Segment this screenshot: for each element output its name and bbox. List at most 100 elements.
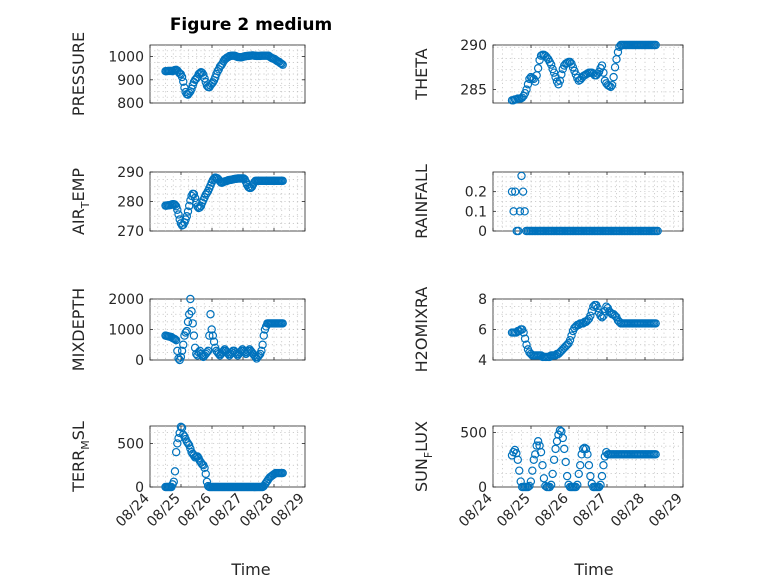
subplot-mixdepth: 0 1000 2000 MIXDEPTH (69, 288, 306, 371)
data-point (539, 474, 549, 483)
data-point (186, 294, 195, 304)
data-point (560, 444, 569, 454)
y-axis-label-sub: F (422, 452, 435, 458)
y-tick-label: 900 (117, 73, 144, 89)
data-point (181, 328, 190, 337)
y-tick-label: 6 (478, 323, 487, 339)
y-axis-label-main: SUN (412, 458, 431, 492)
data-point (545, 482, 554, 492)
data-point (176, 352, 186, 362)
data-point (532, 441, 541, 450)
data-point (525, 481, 534, 491)
data-point (651, 319, 660, 328)
data-point (200, 463, 209, 473)
data-point (216, 61, 226, 70)
data-point (581, 444, 591, 454)
data-point (558, 433, 567, 443)
data-point (561, 457, 570, 467)
data-point (551, 444, 560, 454)
y-tick-label: 8 (478, 292, 487, 308)
data-point (171, 202, 181, 211)
data-point (596, 311, 605, 320)
subplot-h2omixra: 4 6 8 H2OMIXRA (412, 287, 684, 373)
data-point (586, 311, 595, 320)
data-point (533, 63, 543, 73)
x-tick-label: 08/26 (175, 490, 215, 530)
y-axis-label: MIXDEPTH (69, 288, 88, 371)
data-point (171, 335, 181, 345)
y-tick-label: 0.2 (465, 185, 487, 201)
data-point (184, 88, 194, 98)
data-point (514, 226, 523, 236)
data-point (176, 422, 186, 432)
y-axis-label: PRESSURE (69, 32, 88, 116)
data-point (609, 72, 618, 82)
data-point (202, 348, 212, 357)
data-point (610, 63, 620, 72)
data-point (195, 203, 205, 212)
x-tick-label: 08/25 (144, 491, 184, 531)
data-point (201, 469, 210, 479)
data-point (200, 74, 209, 83)
y-axis-label-main: AIR (69, 208, 88, 235)
data-point (571, 482, 581, 492)
data-point (179, 430, 188, 439)
y-tick-label: 0 (135, 353, 144, 369)
data-point (207, 325, 216, 334)
subplot-air-temp: 270 280 290 AIRTEMP (69, 165, 306, 240)
data-point (510, 187, 520, 196)
data-point (567, 331, 576, 340)
x-tick-label: 08/26 (532, 490, 572, 530)
data-point (278, 176, 287, 186)
y-tick-label: 285 (460, 83, 487, 99)
data-point (257, 346, 266, 356)
x-axis-label-right: Time (573, 560, 613, 579)
data-point (254, 351, 264, 360)
data-point (188, 319, 197, 328)
data-point (519, 328, 528, 337)
y-axis-label: TERRMSL (69, 421, 92, 493)
data-point (594, 482, 604, 492)
data-point (555, 426, 565, 435)
data-point (259, 331, 268, 340)
y-axis-label: H2OMIXRA (412, 287, 431, 373)
data-point (173, 205, 182, 214)
x-tick-label: 08/27 (206, 491, 246, 531)
data-point (593, 303, 602, 313)
y-tick-label: 500 (460, 426, 487, 442)
x-tick-label: 08/25 (494, 491, 534, 531)
data-point (586, 471, 595, 481)
data-point (278, 319, 287, 328)
data-point (516, 94, 525, 103)
data-point (171, 447, 181, 457)
data-point (507, 187, 517, 196)
y-axis-label-rest: SL (69, 421, 88, 440)
data-point (174, 210, 183, 219)
data-point (183, 207, 193, 216)
y-axis-label-sub: T (79, 201, 92, 209)
data-point (531, 77, 540, 86)
y-tick-label: 500 (117, 436, 144, 452)
data-point (597, 471, 607, 481)
data-point (555, 76, 565, 85)
data-point (513, 455, 523, 464)
y-tick-label: 0 (135, 480, 144, 496)
data-point (651, 450, 660, 459)
data-point (610, 311, 620, 320)
x-tick-label: 08/27 (570, 491, 610, 531)
data-point (526, 477, 536, 486)
data-point (183, 439, 193, 448)
data-point (653, 226, 662, 236)
data-point (179, 340, 188, 349)
data-point (186, 444, 195, 453)
data-point (523, 80, 533, 89)
data-point (209, 337, 219, 346)
data-point (573, 480, 582, 490)
data-point (208, 331, 218, 340)
data-point (173, 439, 182, 448)
data-point (177, 346, 187, 356)
data-point (584, 461, 594, 470)
data-point (613, 47, 623, 57)
